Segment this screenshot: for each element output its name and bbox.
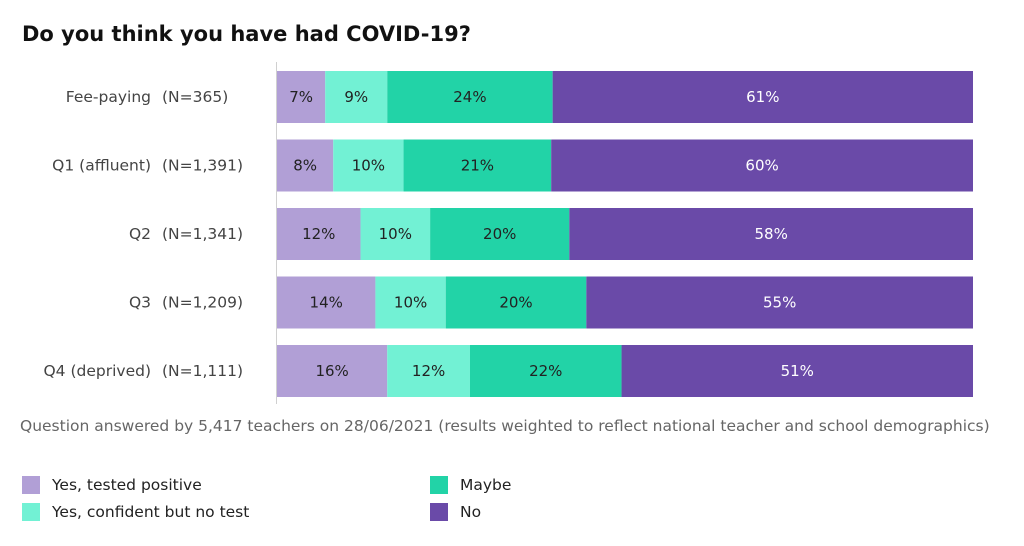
category-label: Q4 (deprived) bbox=[43, 362, 151, 380]
data-label: 14% bbox=[310, 294, 343, 312]
sample-size-label: (N=365) bbox=[162, 88, 228, 106]
data-label: 22% bbox=[529, 362, 562, 380]
legend-label: Yes, tested positive bbox=[52, 476, 202, 494]
data-label: 16% bbox=[315, 362, 348, 380]
bar-segment bbox=[469, 345, 622, 397]
bar-segment bbox=[325, 71, 388, 123]
legend-swatch-maybe bbox=[430, 476, 448, 494]
data-label: 8% bbox=[293, 157, 317, 175]
bar-segment bbox=[333, 139, 404, 192]
bar-group: 7% 9% 24% 61% 8% 10% 21% 60% 12% 10% 20% 58% 14% 10% 2… bbox=[277, 71, 973, 397]
bar-segment bbox=[277, 208, 361, 260]
bar-segment bbox=[277, 276, 376, 329]
sample-size-label: (N=1,209) bbox=[162, 294, 243, 312]
bar-segment bbox=[277, 345, 388, 397]
legend-item-confident-no-test: Yes, confident but no test bbox=[22, 503, 249, 521]
legend-item-maybe: Maybe bbox=[430, 476, 511, 494]
sample-size-label: (N=1,341) bbox=[162, 225, 243, 243]
data-label: 9% bbox=[344, 88, 368, 106]
legend-swatch-confident-no-test bbox=[22, 503, 40, 521]
legend-label: Yes, confident but no test bbox=[52, 503, 250, 521]
data-label: 60% bbox=[745, 157, 778, 175]
bar-segment bbox=[430, 208, 570, 260]
bar-segment bbox=[375, 276, 446, 329]
bar-segment bbox=[403, 139, 552, 192]
category-label: Fee-paying bbox=[66, 88, 151, 106]
bar-segment bbox=[586, 276, 973, 329]
legend-swatch-tested-positive bbox=[22, 476, 40, 494]
data-label: 21% bbox=[461, 157, 494, 175]
category-labels: Fee-paying (N=365) Q1 (affluent) (N=1,391) Q… bbox=[43, 88, 243, 380]
footnote: Question answered by 5,417 teachers on 2… bbox=[20, 417, 990, 435]
legend-item-no: No bbox=[430, 503, 481, 521]
data-label: 58% bbox=[754, 225, 787, 243]
data-label: 20% bbox=[483, 225, 516, 243]
bar-segment bbox=[621, 345, 973, 397]
category-label: Q1 (affluent) bbox=[52, 157, 151, 175]
legend-label: Maybe bbox=[460, 476, 512, 494]
bar-segment bbox=[277, 139, 334, 192]
data-label: 10% bbox=[352, 157, 385, 175]
data-label: 61% bbox=[746, 88, 779, 106]
bar-segment bbox=[387, 71, 553, 123]
data-label: 24% bbox=[453, 88, 486, 106]
data-label: 10% bbox=[394, 294, 427, 312]
stacked-bar-chart: 7% 9% 24% 61% 8% 10% 21% 60% 12% 10% 20% 58% 14% 10% 2… bbox=[43, 62, 973, 404]
bar-segment bbox=[277, 71, 326, 123]
data-label: 55% bbox=[763, 294, 796, 312]
data-label: 12% bbox=[412, 362, 445, 380]
bar-segment bbox=[551, 139, 973, 192]
bar-segment bbox=[360, 208, 431, 260]
legend-swatch-no bbox=[430, 503, 448, 521]
data-label: 51% bbox=[781, 362, 814, 380]
category-label: Q2 bbox=[129, 225, 151, 243]
legend-label: No bbox=[460, 503, 482, 521]
chart-title: Do you think you have had COVID-19? bbox=[22, 22, 471, 46]
bar-segment bbox=[569, 208, 973, 260]
data-label: 12% bbox=[302, 225, 335, 243]
bar-segment bbox=[445, 276, 587, 329]
sample-size-label: (N=1,111) bbox=[162, 362, 243, 380]
data-label: 7% bbox=[289, 88, 313, 106]
sample-size-label: (N=1,391) bbox=[162, 157, 243, 175]
bar-segment bbox=[552, 71, 973, 123]
legend-item-tested-positive: Yes, tested positive bbox=[22, 476, 202, 494]
category-label: Q3 bbox=[129, 294, 151, 312]
data-label: 20% bbox=[499, 294, 532, 312]
bar-segment bbox=[387, 345, 470, 397]
data-label: 10% bbox=[379, 225, 412, 243]
